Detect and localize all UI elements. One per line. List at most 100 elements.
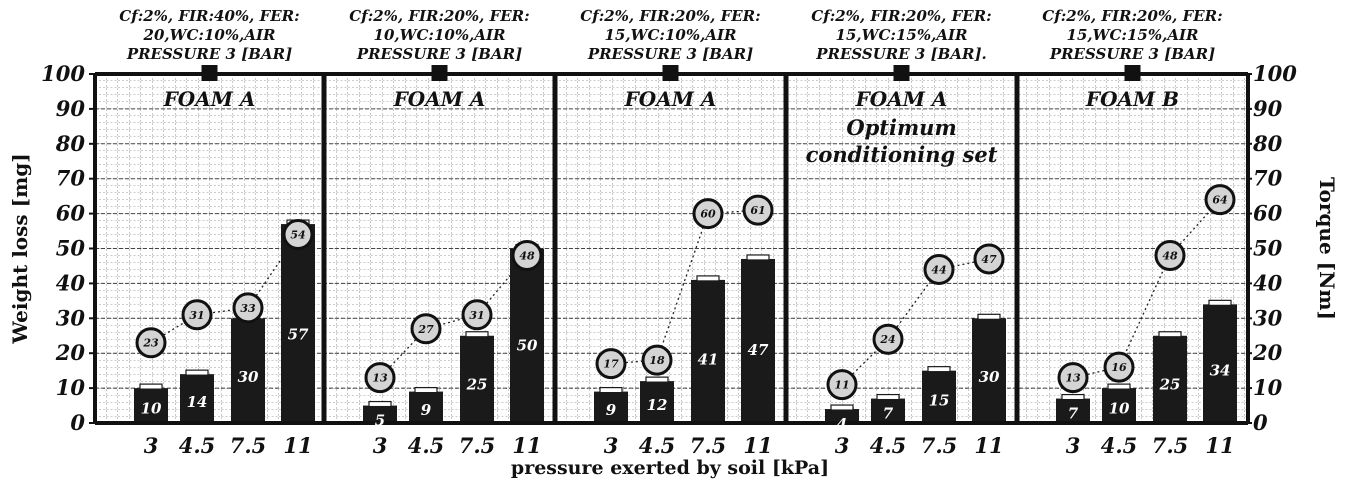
torque-value-label: 64 [1212,194,1227,207]
x-tick-label: 3 [604,433,619,458]
x-tick-label: 3 [835,433,850,458]
weight-loss-bar [1153,335,1187,423]
y2-tick-label: 30 [1253,305,1283,330]
weight-loss-bar [180,374,214,423]
y-tick-label: 30 [56,305,86,330]
torque-marker [742,194,774,226]
y2-tick-label: 20 [1252,340,1283,365]
error-cap [1208,299,1232,306]
torque-value-label: 48 [519,249,535,262]
panel-header-line: Cf:2%, FIR:40%, FER: [119,7,299,25]
x-tick-label: 7.5 [230,433,267,458]
x-tick-label: 11 [1205,433,1234,458]
y2-tick-label: 10 [1253,375,1283,400]
torque-value-label: 16 [1111,361,1127,374]
foam-label: FOAM A [855,87,948,111]
y2-tick-label: 90 [1253,96,1283,121]
y-tick-label: 0 [70,410,85,435]
x-tick-label: 11 [974,433,1003,458]
error-cap [927,366,951,373]
x-axis-title: pressure exerted by soil [kPa] [511,457,829,479]
weight-loss-bar [691,279,725,423]
x-tick-label: 4.5 [1101,433,1138,458]
torque-marker [1057,362,1089,394]
torque-marker [181,299,213,331]
bar-value-label: 47 [748,341,769,359]
y-axis-title: Weight loss [mg] [8,153,32,344]
error-cap [977,313,1001,320]
error-cap [139,383,163,390]
y-tick-label: 40 [56,270,86,295]
weight-loss-bar [460,335,494,423]
torque-value-label: 11 [834,379,849,392]
error-cap [645,376,669,383]
y-tick-label: 70 [56,166,86,191]
x-tick-label: 4.5 [639,433,676,458]
panel-header-line: 15,WC:15%,AIR [836,26,968,44]
x-tick-label: 4.5 [870,433,907,458]
weight-loss-bar [741,258,775,423]
torque-value-label: 27 [417,323,434,336]
bar-value-label: 25 [466,376,488,394]
torque-value-label: 13 [1065,372,1081,385]
torque-marker [461,299,493,331]
error-cap [830,404,854,411]
bar-value-label: 4 [837,415,847,433]
panel-header-line: 15,WC:10%,AIR [605,26,737,44]
weight-loss-bar [871,398,905,423]
torque-marker [595,348,627,380]
torque-value-label: 31 [469,309,484,322]
bar-value-label: 50 [517,336,538,354]
torque-marker [1103,351,1135,383]
y2-tick-label: 50 [1253,236,1283,261]
bar-value-label: 10 [141,399,162,417]
x-tick-label: 4.5 [179,433,216,458]
y-tick-label: 20 [55,340,86,365]
y2-axis-title: Torque [Nm] [1315,177,1339,320]
torque-value-label: 24 [879,333,895,346]
torque-value-label: 44 [931,263,946,276]
torque-marker [872,323,904,355]
error-cap [368,400,392,408]
x-tick-label: 11 [512,433,541,458]
bar-value-label: 14 [187,393,208,411]
x-tick-label: 7.5 [921,433,958,458]
error-cap [876,393,900,401]
bar-value-label: 12 [647,396,668,414]
y2-tick-label: 70 [1253,166,1283,191]
torque-value-label: 23 [142,337,159,350]
bar-value-label: 7 [1068,405,1079,423]
weight-loss-bar [825,409,859,423]
torque-trendline [841,258,990,386]
torque-marker [1204,184,1236,216]
y2-tick-label: 80 [1252,131,1283,156]
y2-tick-label: 0 [1253,410,1268,435]
torque-value-label: 47 [981,253,997,266]
panel-note: Optimum [846,115,956,140]
weight-loss-bar [594,391,628,423]
torque-marker [692,198,724,230]
bar-value-label: 7 [883,405,894,423]
error-cap [746,254,770,261]
error-cap [1107,383,1131,390]
weight-loss-bar [922,370,956,423]
bar-value-label: 15 [929,391,950,409]
panel-header-line: 20,WC:10%,AIR [143,26,276,44]
torque-marker [973,243,1005,275]
panel-header-line: 15,WC:15%,AIR [1067,26,1199,44]
panel-header-line: Cf:2%, FIR:20%, FER: [580,7,760,25]
x-tick-label: 7.5 [459,433,496,458]
torque-marker [282,219,314,251]
weight-loss-bar [134,388,168,423]
bar-value-label: 41 [698,351,719,369]
weight-loss-bar [363,405,397,423]
x-tick-label: 3 [144,433,159,458]
x-tick-label: 11 [283,433,312,458]
x-tick-label: 11 [743,433,772,458]
weight-loss-bar [1102,388,1136,423]
bar-value-label: 30 [238,368,259,386]
torque-value-label: 31 [189,309,204,322]
torque-value-label: 17 [603,358,619,371]
foam-label: FOAM A [624,87,717,111]
panel-header-line: PRESSURE 3 [BAR] [126,45,292,63]
